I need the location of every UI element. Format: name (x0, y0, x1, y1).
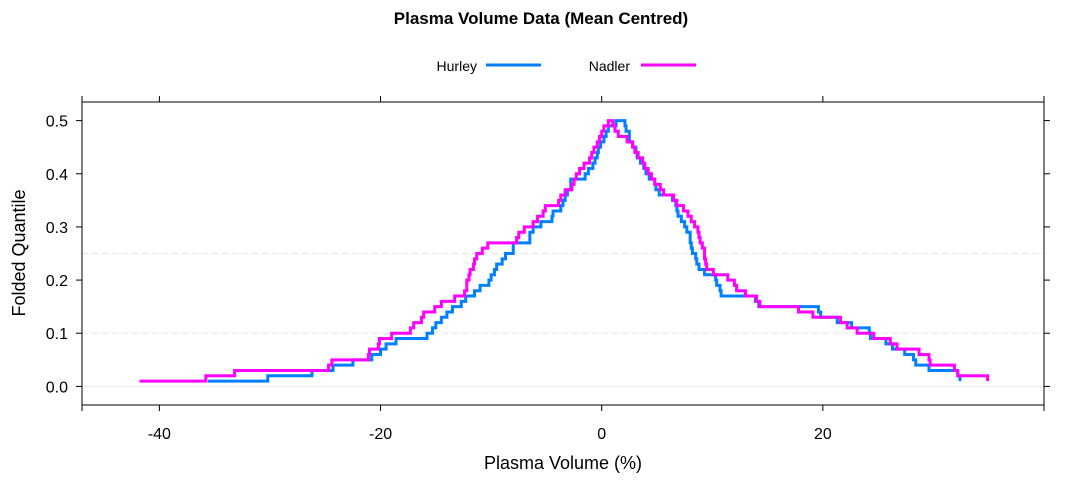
y-axis-label: Folded Quantile (9, 189, 29, 316)
series-layer (139, 119, 990, 383)
x-axis: -40 -20 0 20 (81, 96, 1045, 443)
y-tick-label: 0.1 (46, 326, 68, 343)
x-axis-label: Plasma Volume (%) (484, 453, 642, 473)
legend-label-nadler: Nadler (589, 58, 631, 74)
series-line-nadler (139, 119, 990, 383)
legend: Hurley Nadler (437, 58, 696, 74)
x-tick-label: -40 (148, 426, 171, 443)
y-axis: 0.0 0.1 0.2 0.3 0.4 0.5 (46, 114, 1050, 396)
x-tick-label: -20 (369, 426, 392, 443)
y-tick-label: 0.0 (46, 379, 68, 396)
y-tick-label: 0.2 (46, 273, 68, 290)
reference-lines (82, 253, 1044, 387)
x-tick-label: 20 (814, 426, 832, 443)
legend-label-hurley: Hurley (437, 58, 477, 74)
chart-title: Plasma Volume Data (Mean Centred) (394, 9, 688, 28)
plot-frame (81, 101, 1045, 406)
series-line-hurley (208, 119, 962, 383)
y-tick-label: 0.5 (46, 114, 68, 131)
y-tick-label: 0.3 (46, 220, 68, 237)
x-tick-label: 0 (597, 426, 606, 443)
y-tick-label: 0.4 (46, 167, 68, 184)
